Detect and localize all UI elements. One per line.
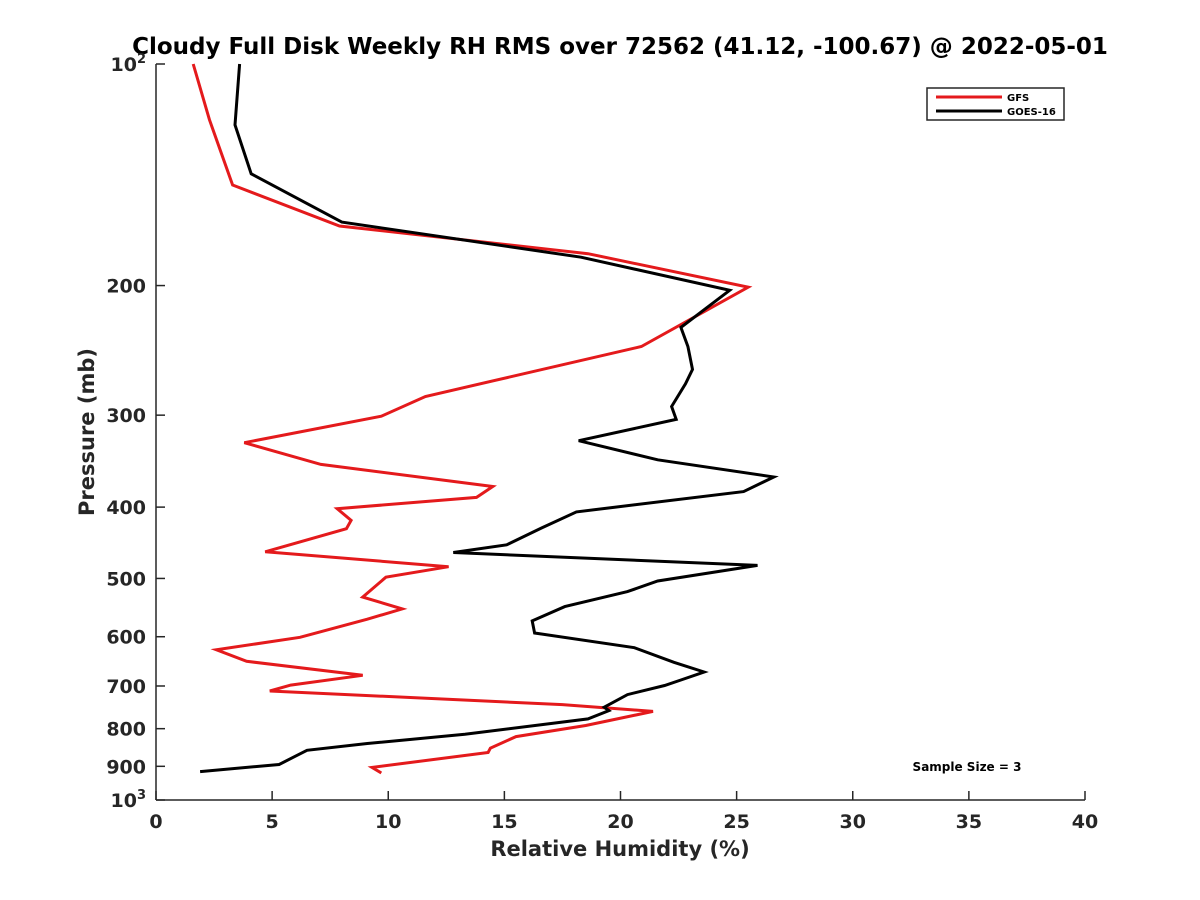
legend: GFS GOES-16	[926, 87, 1065, 121]
x-tick-label: 25	[723, 811, 749, 833]
x-tick-label: 20	[607, 811, 633, 833]
y-tick-exponent: 2	[137, 52, 146, 67]
y-tick-base: 10	[111, 54, 137, 76]
y-axis-label: Pressure (mb)	[75, 348, 99, 516]
x-tick-label: 5	[266, 811, 279, 833]
chart-title: Cloudy Full Disk Weekly RH RMS over 7256…	[132, 34, 1108, 60]
y-tick-label: 700	[106, 676, 146, 698]
y-tick-base: 10	[111, 790, 137, 812]
legend-label: GFS	[1007, 93, 1029, 104]
x-tick-label: 35	[956, 811, 982, 833]
y-tick-exponent: 3	[137, 788, 146, 803]
x-tick-label: 30	[840, 811, 866, 833]
y-tick-label: 300	[106, 405, 146, 427]
series-layer	[191, 63, 779, 775]
y-tick-label: 103	[111, 788, 147, 812]
y-tick-label: 900	[106, 756, 146, 778]
x-tick-label: 10	[375, 811, 401, 833]
x-axis-label: Relative Humidity (%)	[490, 837, 749, 861]
y-tick-label: 600	[106, 627, 146, 649]
axes: 0 5 10 15 20 25 30 35 40102200300400500600700800…	[106, 52, 1098, 833]
y-tick-label: 102	[111, 52, 147, 76]
y-tick-label: 400	[106, 497, 146, 519]
y-tick-label: 200	[106, 276, 146, 298]
legend-label: GOES-16	[1007, 107, 1056, 118]
legend-box	[926, 87, 1065, 121]
x-tick-label: 15	[491, 811, 517, 833]
series-line-goes-16	[199, 63, 779, 774]
x-tick-label: 40	[1072, 811, 1098, 833]
x-tick-label: 0	[149, 811, 162, 833]
y-tick-label: 500	[106, 568, 146, 590]
series-line-gfs	[191, 63, 753, 775]
sample-size-annotation: Sample Size = 3	[913, 760, 1022, 774]
y-tick-label: 800	[106, 719, 146, 741]
